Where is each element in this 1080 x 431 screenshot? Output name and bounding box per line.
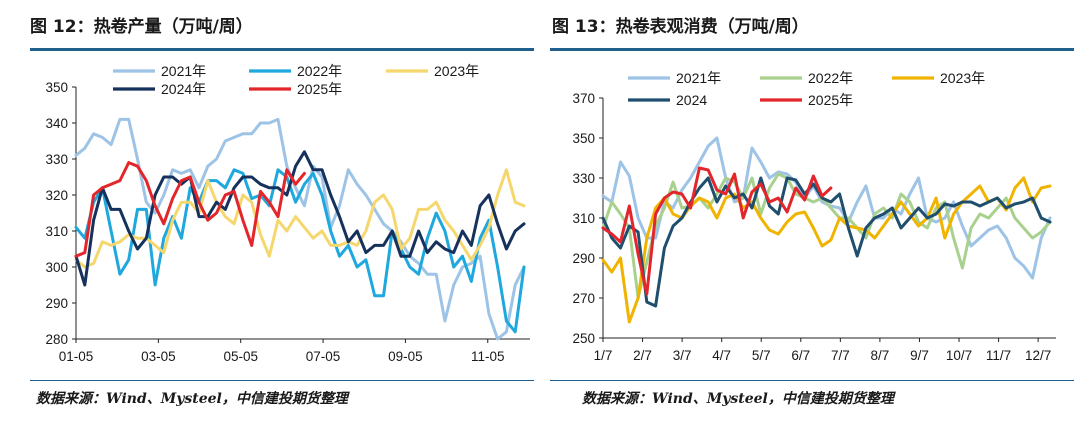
- data-source: 数据来源：Wind、Mysteel，中信建投期货整理: [582, 391, 894, 407]
- source-divider: [30, 380, 534, 381]
- x-tick-label: 9/7: [910, 348, 929, 363]
- title-divider: [550, 48, 1074, 51]
- x-tick-label: 12/7: [1025, 348, 1051, 363]
- title-divider: [30, 48, 534, 51]
- series-line-5: [601, 166, 833, 296]
- y-tick-label: 320: [45, 188, 68, 203]
- x-tick-label: 2/7: [633, 348, 652, 363]
- y-tick-label: 270: [572, 291, 595, 306]
- y-tick-label: 280: [45, 332, 68, 347]
- y-tick-label: 310: [572, 211, 595, 226]
- x-tick-label: 01-05: [59, 349, 94, 364]
- legend-label: 2024年: [161, 81, 206, 97]
- source-divider: [550, 380, 1074, 381]
- x-tick-label: 11-05: [471, 349, 505, 364]
- y-tick-label: 330: [45, 152, 68, 167]
- legend-label: 2025年: [297, 81, 342, 97]
- x-tick-label: 03-05: [141, 349, 176, 364]
- y-tick-label: 330: [572, 171, 595, 186]
- x-tick-label: 11/7: [986, 348, 1011, 363]
- consumption-line-chart: 250 270 290 310 330 350 370 1/7 2/7 3/7 4/7 5/7 6/7 7…: [572, 70, 1056, 363]
- legend-label: 2024: [676, 92, 707, 108]
- y-tick-label: 250: [572, 331, 595, 346]
- legend-label: 2025年: [808, 92, 853, 108]
- series-line-2: [74, 168, 526, 334]
- y-tick-label: 290: [572, 251, 595, 266]
- chart-title: 图 12：热卷产量（万吨/周）: [30, 17, 253, 37]
- y-tick-label: 350: [572, 131, 595, 146]
- legend-label: 2021年: [676, 70, 721, 86]
- x-tick-label: 8/7: [871, 348, 890, 363]
- x-tick-label: 3/7: [673, 348, 692, 363]
- legend-label: 2023年: [434, 63, 479, 79]
- series-line-4: [74, 150, 526, 287]
- x-tick-label: 10/7: [946, 348, 972, 363]
- series-line-5: [74, 161, 306, 258]
- production-line-chart: 280 290 300 310 320 330 340 350 01-05 03-05 05-05 0…: [45, 63, 530, 364]
- x-tick-label: 05-05: [223, 349, 258, 364]
- y-tick-label: 370: [572, 91, 595, 106]
- x-tick-label: 7/7: [831, 348, 850, 363]
- legend-label: 2021年: [161, 63, 206, 79]
- y-tick-label: 340: [45, 116, 68, 131]
- y-tick-label: 310: [45, 224, 68, 239]
- legend-label: 2023年: [940, 70, 985, 86]
- legend-label: 2022年: [808, 70, 853, 86]
- x-tick-label: 6/7: [791, 348, 810, 363]
- series-line-1: [74, 117, 526, 341]
- data-source: 数据来源：Wind、Mysteel，中信建投期货整理: [36, 391, 348, 407]
- x-tick-label: 07-05: [306, 349, 341, 364]
- x-tick-label: 1/7: [594, 348, 613, 363]
- series-line-3: [74, 168, 526, 269]
- x-tick-label: 4/7: [712, 348, 731, 363]
- series-line-3: [601, 176, 1052, 324]
- x-tick-label: 5/7: [752, 348, 771, 363]
- legend-label: 2022年: [297, 63, 342, 79]
- y-tick-label: 290: [45, 296, 68, 311]
- chart-title: 图 13：热卷表观消费（万吨/周）: [552, 17, 809, 37]
- y-tick-label: 300: [45, 260, 68, 275]
- x-tick-label: 09-05: [388, 349, 423, 364]
- series-line-4: [601, 176, 1052, 308]
- series-line-2: [601, 172, 1052, 300]
- y-tick-label: 350: [45, 80, 68, 95]
